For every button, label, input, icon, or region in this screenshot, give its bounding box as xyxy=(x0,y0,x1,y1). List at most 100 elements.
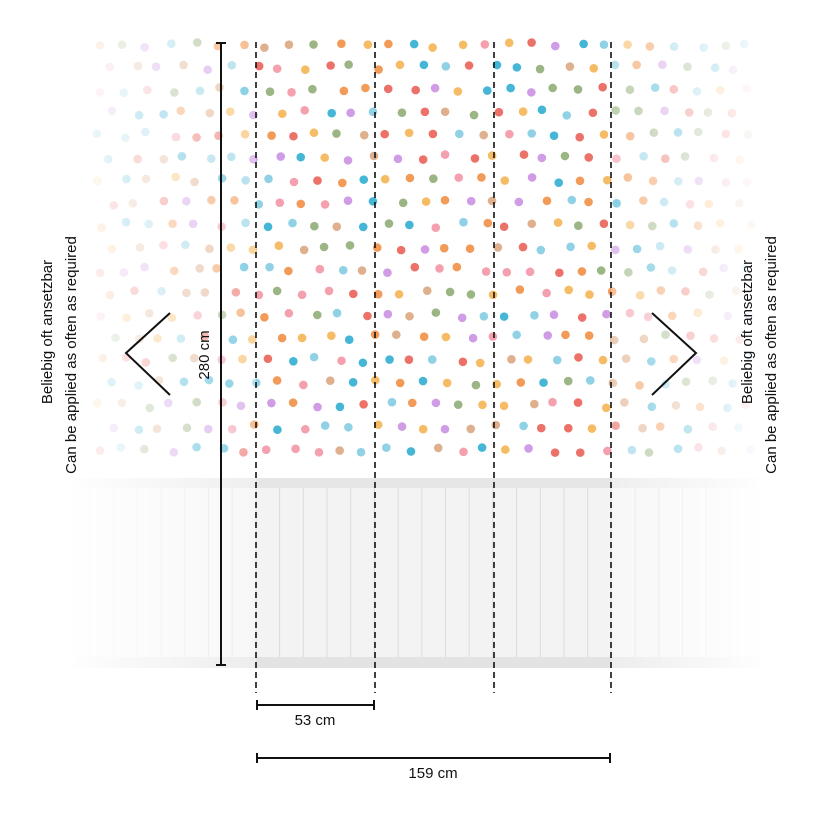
dot xyxy=(527,88,536,97)
dot xyxy=(313,310,322,320)
chevron-right xyxy=(651,312,698,396)
dot xyxy=(588,108,598,118)
dot xyxy=(267,131,276,140)
dot xyxy=(284,308,294,318)
dot xyxy=(422,286,432,295)
dot xyxy=(453,400,463,409)
dot xyxy=(357,266,367,275)
dot xyxy=(287,87,296,97)
dot xyxy=(585,290,594,299)
fade-right xyxy=(611,30,771,680)
dot xyxy=(553,218,563,227)
dot xyxy=(380,174,390,184)
dot xyxy=(289,356,298,366)
dot xyxy=(373,289,383,299)
dot xyxy=(535,64,545,74)
dot xyxy=(587,424,597,433)
note-en: Can be applied as often as required xyxy=(63,236,80,474)
dot xyxy=(260,312,269,322)
dot xyxy=(542,288,551,298)
dot xyxy=(493,243,503,252)
dot xyxy=(458,357,468,367)
dot xyxy=(519,150,529,159)
dot xyxy=(599,40,609,49)
dot xyxy=(420,107,430,117)
dot xyxy=(574,221,583,231)
dot xyxy=(428,129,438,139)
total-width-label: 159 cm xyxy=(408,765,457,782)
dot xyxy=(599,130,609,139)
dot xyxy=(441,61,451,71)
dot xyxy=(565,62,575,71)
dot xyxy=(598,355,608,365)
fade-left xyxy=(60,30,256,680)
dot xyxy=(315,264,325,274)
dot xyxy=(505,129,514,139)
dot xyxy=(313,176,322,185)
dot xyxy=(310,221,319,231)
dot xyxy=(573,85,583,94)
dot xyxy=(344,422,353,432)
dot xyxy=(272,64,282,74)
dot xyxy=(356,447,366,457)
dot xyxy=(343,156,353,165)
dot xyxy=(393,154,403,164)
dot xyxy=(272,376,282,385)
dot xyxy=(529,399,539,409)
dot xyxy=(561,330,570,340)
dot xyxy=(387,397,397,407)
dot xyxy=(469,110,479,120)
panel-dividers xyxy=(255,42,612,693)
dot xyxy=(501,445,510,454)
dot xyxy=(560,151,570,161)
dot xyxy=(468,333,478,343)
dot xyxy=(284,266,293,276)
dot xyxy=(296,199,306,209)
dot xyxy=(348,289,358,299)
dot xyxy=(404,128,414,138)
dot xyxy=(278,109,287,119)
dot xyxy=(337,356,346,366)
dot xyxy=(288,218,297,228)
dot xyxy=(420,245,430,254)
dot xyxy=(527,173,537,182)
dot xyxy=(382,443,391,452)
dot xyxy=(319,242,329,252)
dot xyxy=(440,150,450,159)
dot xyxy=(263,354,273,364)
dot xyxy=(585,376,595,385)
dot xyxy=(488,332,498,341)
dot xyxy=(527,129,537,138)
height-label: 280 cm xyxy=(196,330,213,379)
dot xyxy=(265,262,274,272)
dot xyxy=(433,443,443,453)
dot xyxy=(337,178,347,188)
dot xyxy=(361,83,370,93)
dot xyxy=(404,355,414,364)
dot xyxy=(277,333,287,343)
dot xyxy=(602,175,612,185)
dot xyxy=(518,242,528,252)
dot xyxy=(579,39,588,49)
dot xyxy=(480,40,490,49)
dot xyxy=(296,152,306,162)
dot xyxy=(577,313,587,322)
dot xyxy=(383,309,393,319)
dot xyxy=(300,65,310,75)
dot xyxy=(320,421,330,430)
chevron-left xyxy=(124,312,171,396)
dot xyxy=(466,196,476,206)
dot xyxy=(429,174,438,183)
dot xyxy=(383,268,392,278)
dot xyxy=(368,197,378,206)
dot xyxy=(332,308,342,318)
dot xyxy=(345,241,355,250)
dot xyxy=(383,84,393,94)
dot xyxy=(332,222,342,231)
dot xyxy=(289,131,298,141)
dot xyxy=(314,448,324,457)
dot xyxy=(550,448,560,457)
dot xyxy=(405,311,414,321)
dot xyxy=(564,423,573,433)
dot xyxy=(371,375,380,385)
